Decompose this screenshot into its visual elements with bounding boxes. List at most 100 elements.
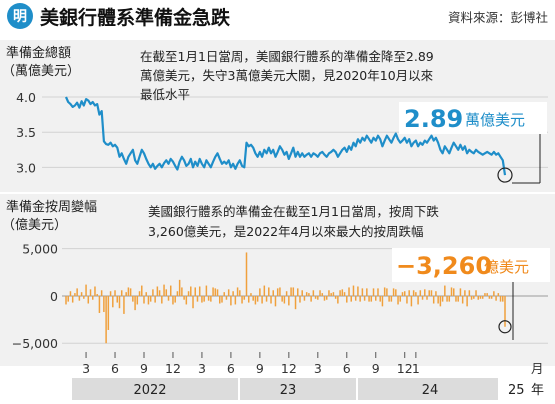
bar — [468, 290, 471, 296]
month-tick-label: 6 — [343, 361, 351, 376]
bar — [143, 295, 145, 304]
source-note: 資料來源：彭博社 — [448, 10, 548, 25]
bar — [247, 295, 250, 303]
bar — [118, 295, 121, 309]
bar — [227, 289, 230, 296]
bar — [388, 295, 390, 302]
line-ylabel-1: 準備金總額 — [6, 45, 71, 61]
month-tick-label: 3 — [82, 361, 90, 376]
bar — [100, 290, 103, 296]
bar — [201, 295, 203, 303]
bar-y-axis: 5,000 0 −5,000 — [12, 242, 58, 352]
line-y-axis: 4.0 3.5 3.0 — [16, 90, 36, 175]
bar — [154, 295, 156, 303]
bar — [439, 295, 442, 307]
bar — [399, 295, 402, 302]
bar — [156, 286, 159, 296]
bar — [103, 295, 105, 313]
bar — [125, 292, 127, 296]
bar — [263, 285, 266, 296]
bar — [272, 290, 274, 296]
bar — [444, 285, 446, 296]
month-tick-label: 3 — [314, 361, 322, 376]
bar — [149, 295, 152, 302]
bar — [172, 295, 174, 305]
bar — [323, 295, 326, 301]
bar — [290, 287, 292, 296]
line-callout-unit: 萬億美元 — [465, 111, 525, 129]
bar — [435, 291, 437, 296]
bar — [484, 293, 486, 296]
bar — [203, 295, 205, 302]
bar — [292, 287, 295, 296]
reserves-line — [64, 96, 507, 176]
bar — [129, 288, 132, 296]
bar — [132, 295, 134, 302]
bar — [185, 295, 188, 305]
bar — [281, 295, 283, 302]
bar-callout-value: −3,260 — [396, 252, 492, 280]
year-band-24 — [358, 378, 498, 400]
month-tick-label: 9 — [140, 361, 148, 376]
badge-letter: 明 — [13, 9, 27, 25]
bar — [346, 295, 348, 303]
bar — [317, 295, 319, 300]
bar — [294, 295, 297, 310]
bar — [464, 290, 466, 296]
bar — [230, 295, 232, 306]
bar — [165, 289, 168, 296]
month-tick-label: 1 — [412, 361, 420, 376]
bar — [221, 295, 223, 303]
bar — [98, 295, 101, 313]
bar — [488, 295, 491, 299]
month-tick-label: 12 — [165, 361, 181, 376]
bar — [120, 290, 123, 296]
bar — [495, 295, 497, 301]
bar — [176, 291, 179, 296]
year-unit: 年 — [531, 383, 544, 398]
bar — [219, 295, 221, 304]
line-y-tick: 3.5 — [16, 125, 36, 140]
bar — [446, 295, 448, 302]
bar — [223, 292, 225, 296]
bar — [412, 290, 415, 296]
bar — [105, 295, 107, 344]
line-end-marker — [497, 167, 513, 183]
bar — [71, 295, 74, 303]
bar — [134, 295, 136, 311]
month-unit: 月 — [531, 361, 544, 376]
bar — [158, 290, 161, 296]
bar — [424, 289, 426, 296]
bar-callout-box — [392, 248, 550, 282]
bar — [341, 289, 344, 296]
bar — [141, 285, 143, 296]
bar — [216, 289, 219, 296]
bar — [183, 295, 185, 300]
bar — [147, 295, 150, 305]
bar — [198, 286, 201, 296]
bar — [390, 295, 393, 302]
bar-end-marker — [498, 320, 512, 334]
bar — [441, 295, 444, 302]
bar — [214, 288, 217, 296]
bar — [169, 285, 172, 296]
bar — [305, 292, 308, 296]
bar — [210, 295, 212, 302]
bar — [252, 295, 254, 301]
bar — [167, 295, 170, 301]
bar — [497, 293, 500, 296]
year-label-24: 24 — [422, 383, 439, 398]
bar — [268, 287, 270, 296]
bar — [473, 295, 475, 299]
bar — [270, 295, 272, 304]
year-label-2022: 2022 — [133, 383, 166, 398]
year-band: 2022 23 24 25 年 — [72, 378, 544, 400]
bar — [299, 295, 301, 303]
bar — [401, 292, 404, 296]
line-y-tick: 4.0 — [16, 90, 36, 105]
bar-annotation-1: 美國銀行體系的準備金在截至1月1日當周，按周下跌 — [148, 204, 439, 219]
header: 明 美銀行體系準備金急跌 資料來源：彭博社 — [7, 3, 548, 29]
bar — [232, 291, 234, 296]
bar — [377, 288, 379, 296]
bar — [397, 295, 399, 305]
